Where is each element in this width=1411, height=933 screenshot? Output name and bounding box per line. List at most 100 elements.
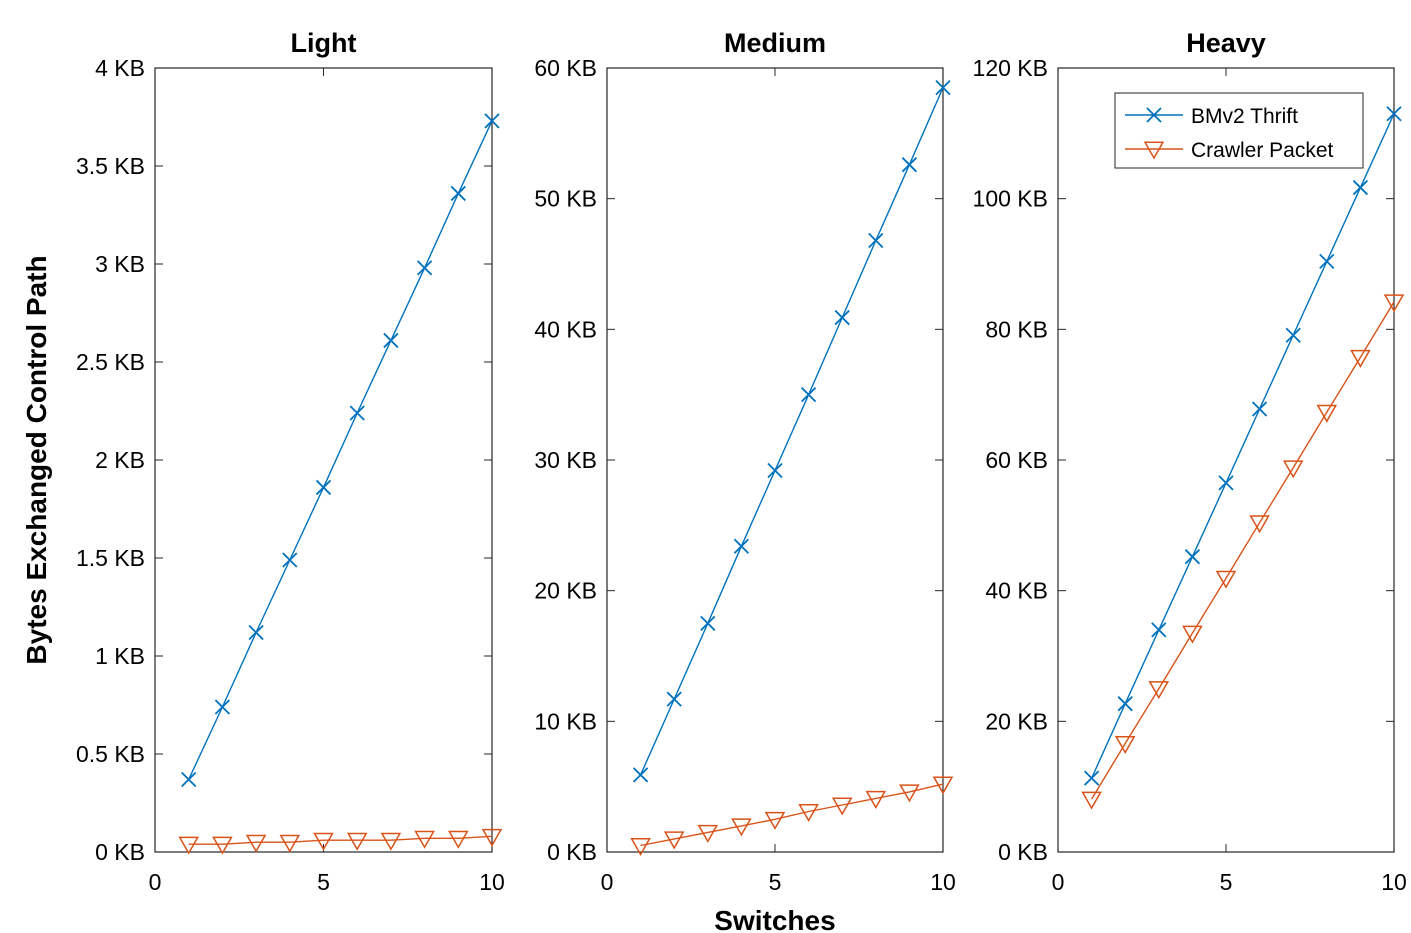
panel-medium: Medium 0 KB 10 KB 20 KB 30 KB 40 KB 50 KB 60 KB…: [534, 28, 955, 895]
data-point-triangle-marker: [212, 836, 233, 855]
data-point-x-marker: [1386, 106, 1402, 122]
data-point-x-marker: [666, 691, 682, 707]
chart-panels: Light 0 KB 0.5 KB 1 KB 1.5 KB 2 KB 2.5 KB 3 KB 3…: [76, 28, 1407, 895]
data-point-triangle-marker: [414, 830, 435, 849]
y-tick-label: 40 KB: [534, 316, 597, 342]
panel-light: Light 0 KB 0.5 KB 1 KB 1.5 KB 2 KB 2.5 KB 3 KB 3…: [76, 28, 505, 895]
data-point-triangle-marker: [346, 832, 368, 851]
y-tick-label: 20 KB: [985, 708, 1048, 734]
data-point-triangle-marker: [731, 818, 752, 837]
data-point-triangle-marker: [932, 776, 954, 795]
data-point-x-marker: [315, 479, 332, 496]
y-tick-label: 0 KB: [998, 839, 1048, 865]
data-point-triangle-marker: [313, 832, 334, 851]
data-point-triangle-marker: [1383, 294, 1405, 313]
data-point-x-marker: [1352, 179, 1369, 196]
data-point-x-marker: [1117, 696, 1133, 712]
data-point-triangle-marker: [245, 834, 267, 853]
y-tick-label: 80 KB: [985, 316, 1048, 342]
data-point-x-marker: [733, 538, 750, 554]
y-tick-label: 1 KB: [95, 643, 145, 669]
legend-label: Crawler Packet: [1191, 139, 1334, 162]
data-point-x-marker: [1285, 327, 1301, 343]
data-point-triangle-marker: [380, 832, 402, 851]
x-tick-label: 10: [479, 869, 505, 895]
series-line-crawler-packet: [188, 835, 493, 845]
data-point-triangle-marker: [697, 824, 719, 843]
y-tick-label: 1.5 KB: [76, 545, 145, 571]
panel-title: Medium: [724, 28, 826, 58]
data-point-x-marker: [1083, 770, 1100, 786]
data-point-triangle-marker: [1081, 791, 1102, 810]
legend-box: [1114, 92, 1364, 169]
x-axis-title: Switches: [714, 905, 835, 933]
x-tick-label: 0: [1052, 869, 1065, 895]
data-point-x-marker: [349, 405, 365, 421]
y-tick-label: 3.5 KB: [76, 153, 145, 179]
y-tick-label: 60 KB: [985, 447, 1048, 473]
y-tick-label: 60 KB: [534, 55, 597, 81]
y-tick-label: 10 KB: [534, 708, 597, 734]
x-tick-label: 10: [1381, 869, 1407, 895]
data-point-triangle-marker: [798, 803, 819, 823]
data-point-triangle-marker: [865, 790, 887, 809]
x-tick-label: 10: [930, 869, 956, 895]
y-tick-label: 30 KB: [534, 447, 597, 473]
data-point-x-marker: [484, 113, 500, 129]
data-point-triangle-marker: [1148, 681, 1170, 700]
y-tick-label: 100 KB: [973, 186, 1048, 212]
x-tick-label: 5: [1220, 869, 1233, 895]
data-point-x-marker: [181, 771, 197, 788]
y-tick-label: 2 KB: [95, 447, 145, 473]
data-point-triangle-marker: [764, 811, 786, 830]
legend-label: BMv2 Thrift: [1191, 105, 1298, 128]
data-point-triangle-marker: [1249, 515, 1270, 534]
data-point-x-marker: [868, 232, 884, 249]
series-line-crawler-packet: [1091, 301, 1395, 800]
y-tick-label: 4 KB: [95, 55, 145, 81]
data-point-triangle-marker: [831, 797, 853, 816]
data-point-x-marker: [1218, 475, 1234, 491]
data-point-triangle-marker: [899, 784, 920, 803]
data-point-triangle-marker: [279, 834, 301, 853]
data-point-x-marker: [632, 767, 649, 783]
series-line-bmv2-thrift: [188, 120, 493, 780]
legend-x-marker: [1146, 107, 1162, 123]
y-tick-label: 0.5 KB: [76, 741, 145, 767]
data-point-triangle-marker: [630, 837, 651, 856]
data-point-x-marker: [282, 552, 298, 568]
data-point-x-marker: [1319, 253, 1335, 270]
data-point-x-marker: [248, 624, 264, 641]
y-tick-label: 3 KB: [95, 251, 145, 277]
data-point-triangle-marker: [663, 831, 685, 850]
y-tick-label: 2.5 KB: [76, 349, 145, 375]
y-axis-title: Bytes Exchanged Control Path: [21, 255, 52, 664]
data-point-x-marker: [935, 79, 951, 96]
y-tick-label: 0 KB: [547, 839, 597, 865]
data-point-x-marker: [1184, 549, 1201, 565]
data-point-triangle-marker: [1182, 625, 1203, 644]
y-tick-label: 0 KB: [95, 839, 145, 865]
panel-title: Light: [291, 28, 357, 58]
panel-heavy: Heavy 0 KB 20 KB 40 KB 60 KB 80 KB 100 KB 120 K…: [973, 28, 1407, 895]
series-line-crawler-packet: [640, 783, 944, 847]
data-point-x-marker: [450, 185, 466, 202]
data-point-x-marker: [1151, 622, 1167, 638]
x-tick-label: 5: [317, 869, 330, 895]
data-point-triangle-marker: [1215, 570, 1237, 589]
data-point-x-marker: [901, 157, 918, 173]
legend-triangle-marker: [1143, 141, 1165, 160]
y-tick-label: 40 KB: [985, 578, 1048, 604]
data-point-triangle-marker: [1114, 736, 1136, 755]
data-point-x-marker: [767, 462, 783, 479]
y-tick-label: 120 KB: [973, 55, 1048, 81]
data-point-x-marker: [214, 699, 231, 715]
data-point-triangle-marker: [178, 836, 199, 855]
y-tick-label: 20 KB: [534, 578, 597, 604]
data-point-x-marker: [1251, 401, 1268, 417]
data-point-triangle-marker: [448, 830, 469, 849]
data-point-x-marker: [416, 260, 433, 276]
data-point-triangle-marker: [1350, 349, 1371, 368]
data-point-x-marker: [800, 387, 817, 403]
